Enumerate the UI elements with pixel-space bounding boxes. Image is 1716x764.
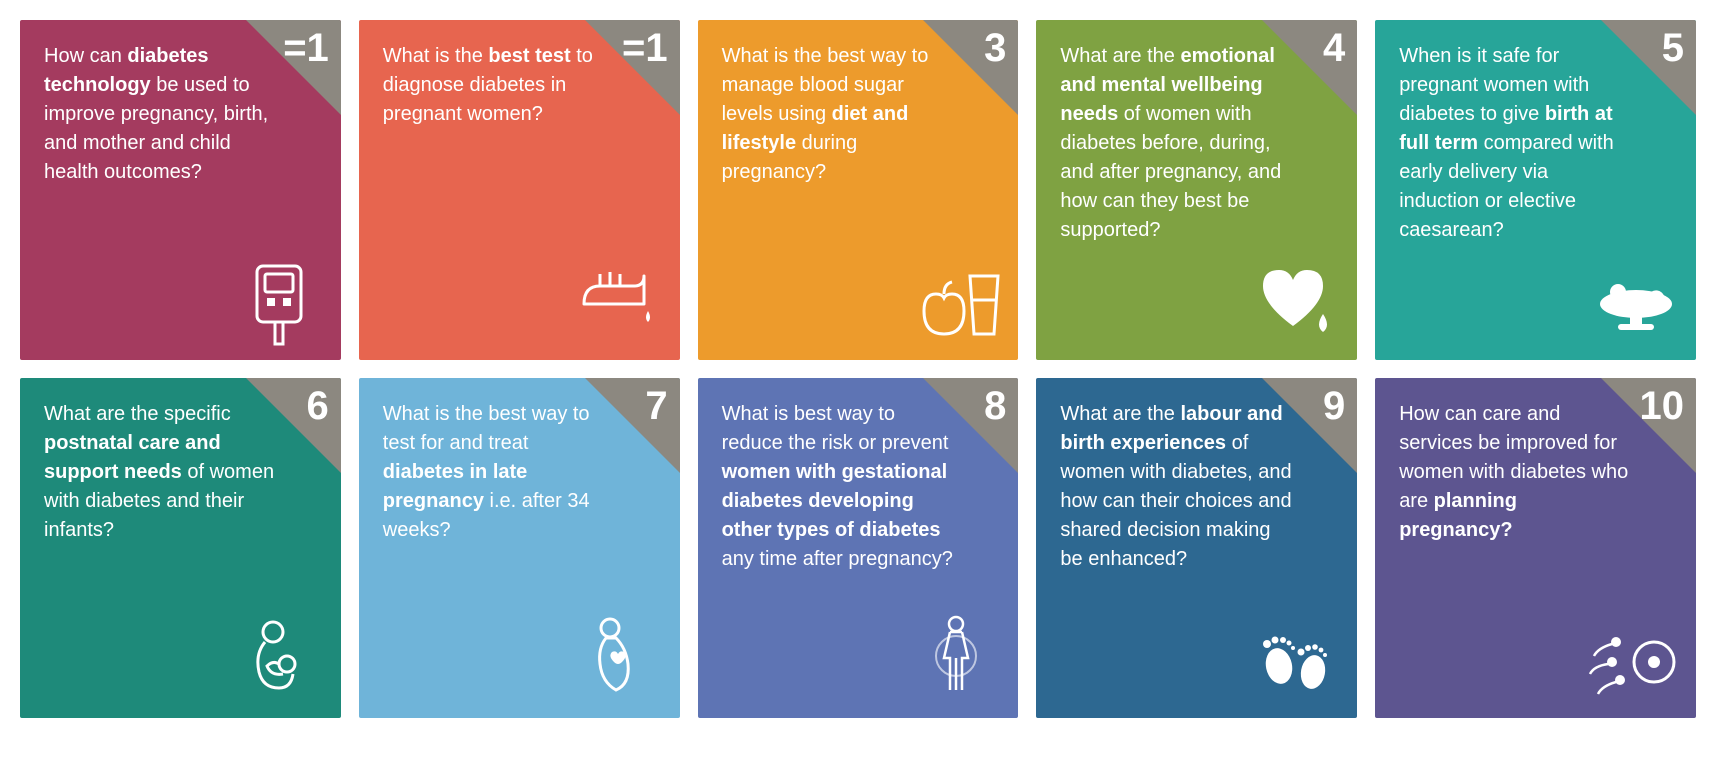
priority-card: 8 What is best way to reduce the risk or …: [698, 378, 1019, 718]
text-segment: What is the: [383, 45, 489, 67]
woman-circle-icon: [914, 614, 1004, 704]
baby-scale-icon: [1592, 256, 1682, 346]
apple-glass-icon: [914, 256, 1004, 346]
text-segment: What are the specific: [44, 403, 231, 425]
rank-number: 4: [1323, 26, 1345, 71]
card-question: What are the emotional and mental wellbe…: [1060, 42, 1292, 245]
card-question: What is the best way to test for and tre…: [383, 400, 615, 545]
rank-number: 8: [984, 384, 1006, 429]
text-segment: What is the best way to test for and tre…: [383, 403, 590, 454]
baby-feet-icon: [1253, 614, 1343, 704]
text-segment: What is best way to reduce the risk or p…: [722, 403, 949, 454]
priority-card: 5 When is it safe for pregnant women with…: [1375, 20, 1696, 360]
card-question: What is best way to reduce the risk or p…: [722, 400, 954, 574]
heart-drop-icon: [1253, 256, 1343, 346]
rank-number: =1: [622, 26, 668, 71]
glucose-meter-icon: [237, 256, 327, 346]
priority-card: 10How can care and services be improved …: [1375, 378, 1696, 718]
rank-number: =1: [283, 26, 329, 71]
card-question: How can diabetes technology be used to i…: [44, 42, 276, 187]
sperm-egg-icon: [1592, 614, 1682, 704]
card-question: When is it safe for pregnant women with …: [1399, 42, 1631, 245]
finger-prick-icon: [576, 256, 666, 346]
card-grid: =1How can diabetes technology be used to…: [20, 20, 1696, 718]
priority-card: 6 What are the specific postnatal care an…: [20, 378, 341, 718]
rank-number: 9: [1323, 384, 1345, 429]
card-question: How can care and services be improved fo…: [1399, 400, 1631, 545]
rank-number: 3: [984, 26, 1006, 71]
breastfeeding-icon: [237, 614, 327, 704]
card-question: What are the labour and birth experience…: [1060, 400, 1292, 574]
rank-number: 5: [1662, 26, 1684, 71]
bold-phrase: women with gestational diabetes developi…: [722, 461, 948, 541]
text-segment: What are the: [1060, 403, 1180, 425]
rank-number: 6: [307, 384, 329, 429]
card-question: What are the specific postnatal care and…: [44, 400, 276, 545]
bold-phrase: best test: [488, 45, 570, 67]
priority-card: =1How can diabetes technology be used to…: [20, 20, 341, 360]
text-segment: What are the: [1060, 45, 1180, 67]
priority-card: 9 What are the labour and birth experienc…: [1036, 378, 1357, 718]
rank-number: 10: [1639, 384, 1684, 429]
text-segment: any time after pregnancy?: [722, 548, 953, 570]
card-question: What is the best test to diagnose diabet…: [383, 42, 615, 129]
priority-card: 7 What is the best way to test for and tr…: [359, 378, 680, 718]
text-segment: How can: [44, 45, 127, 67]
priority-card: 4 What are the emotional and mental wellb…: [1036, 20, 1357, 360]
pregnant-heart-icon: [576, 614, 666, 704]
priority-card: 3 What is the best way to manage blood su…: [698, 20, 1019, 360]
priority-card: =1What is the best test to diagnose diab…: [359, 20, 680, 360]
rank-number: 7: [645, 384, 667, 429]
card-question: What is the best way to manage blood sug…: [722, 42, 954, 187]
